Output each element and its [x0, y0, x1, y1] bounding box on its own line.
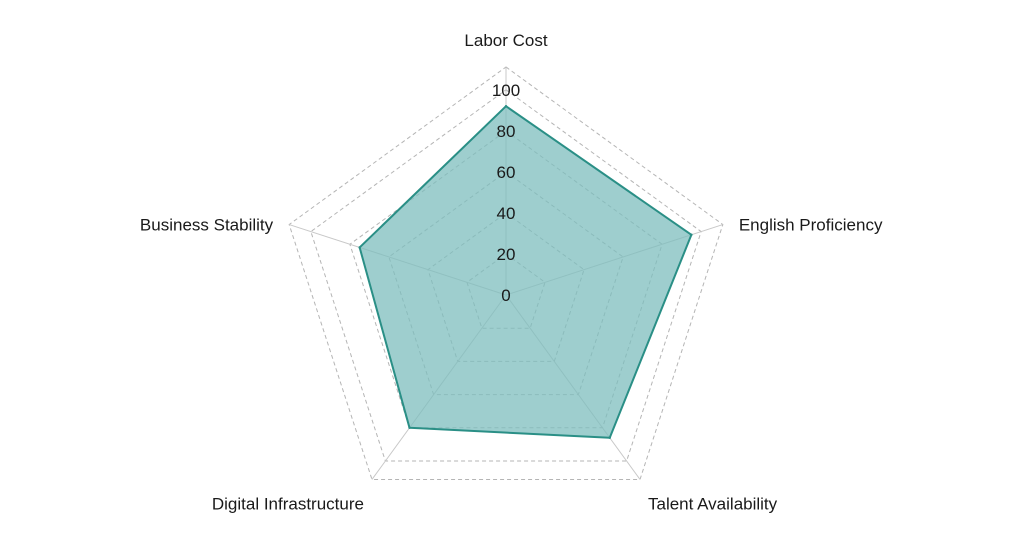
radar-axis-labels: Labor Cost English Proficiency Talent Avai… [140, 31, 883, 513]
tick-label-60: 60 [497, 163, 516, 182]
grid-ring-5 [310, 89, 702, 462]
axis-label-talent-availability: Talent Availability [648, 494, 778, 513]
series-area-1 [358, 105, 693, 439]
tick-label-80: 80 [497, 122, 516, 141]
tick-label-100: 100 [492, 81, 520, 100]
series-point-4 [408, 426, 411, 430]
radar-series [358, 105, 693, 439]
axis-label-labor-cost: Labor Cost [464, 31, 547, 50]
axis-label-english-proficiency: English Proficiency [739, 216, 883, 235]
series-point-1 [504, 105, 508, 108]
radar-tick-labels: 0 20 40 60 80 100 [492, 81, 520, 305]
grid-ring-6 [288, 66, 724, 480]
series-point-5 [358, 246, 361, 249]
axis-label-digital-infrastructure: Digital Infrastructure [212, 494, 364, 513]
axis-label-business-stability: Business Stability [140, 216, 274, 235]
series-point-2 [690, 233, 693, 236]
tick-label-20: 20 [497, 245, 516, 264]
tick-label-0: 0 [501, 286, 510, 305]
tick-label-40: 40 [497, 204, 516, 223]
series-point-3 [608, 436, 611, 439]
